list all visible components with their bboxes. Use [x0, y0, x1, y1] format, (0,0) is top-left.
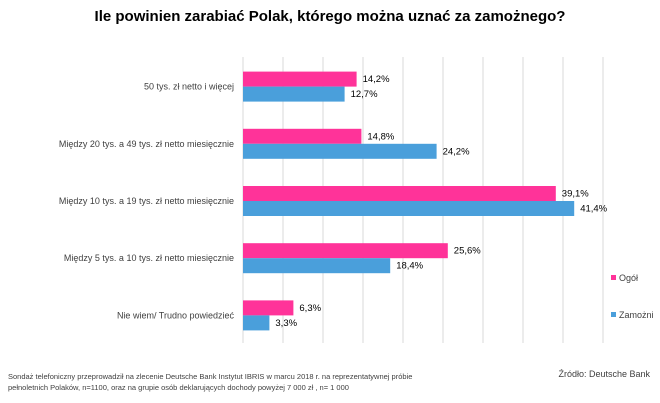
footnote-line: Sondaż telefoniczny przeprowadził na zle…	[8, 372, 413, 381]
bar-zamożni	[243, 315, 270, 331]
category-label: Nie wiem/ Trudno powiedzieć	[117, 310, 235, 320]
data-label: 39,1%	[562, 189, 589, 200]
footnote-line: pełnoletnich Polaków, n=1100, oraz na gr…	[8, 383, 349, 392]
legend-label: Zamożni	[619, 310, 654, 320]
category-label: Między 5 tys. a 10 tys. zł netto miesięc…	[64, 253, 234, 263]
bar-ogół	[243, 128, 362, 144]
bar-ogół	[243, 71, 357, 87]
data-label: 25,6%	[454, 246, 481, 257]
category-label: Między 10 tys. a 19 tys. zł netto miesię…	[59, 196, 234, 206]
category-label: 50 tys. zł netto i więcej	[144, 82, 234, 92]
data-label: 18,4%	[396, 261, 423, 272]
data-label: 14,8%	[367, 131, 394, 142]
legend-swatch	[611, 275, 616, 280]
source-note: Źródło: Deutsche Bank	[558, 369, 650, 379]
bar-ogół	[243, 243, 448, 259]
data-label: 12,7%	[351, 89, 378, 100]
data-label: 6,3%	[299, 303, 321, 314]
legend-label: Ogół	[619, 273, 638, 283]
data-label: 24,2%	[443, 146, 470, 157]
data-label: 41,4%	[580, 204, 607, 215]
category-label: Między 20 tys. a 49 tys. zł netto miesię…	[59, 139, 234, 149]
bar-ogół	[243, 186, 556, 201]
chart-title: Ile powinien zarabiać Polak, którego moż…	[94, 8, 566, 25]
data-label: 14,2%	[363, 74, 390, 85]
data-label: 3,3%	[275, 318, 297, 329]
bar-zamożni	[243, 86, 345, 102]
bar-ogół	[243, 300, 294, 316]
legend-swatch	[611, 312, 616, 317]
footnote: Sondaż telefoniczny przeprowadził na zle…	[8, 371, 488, 393]
bar-zamożni	[243, 201, 575, 216]
bar-zamożni	[243, 258, 391, 274]
bar-zamożni	[243, 143, 437, 159]
